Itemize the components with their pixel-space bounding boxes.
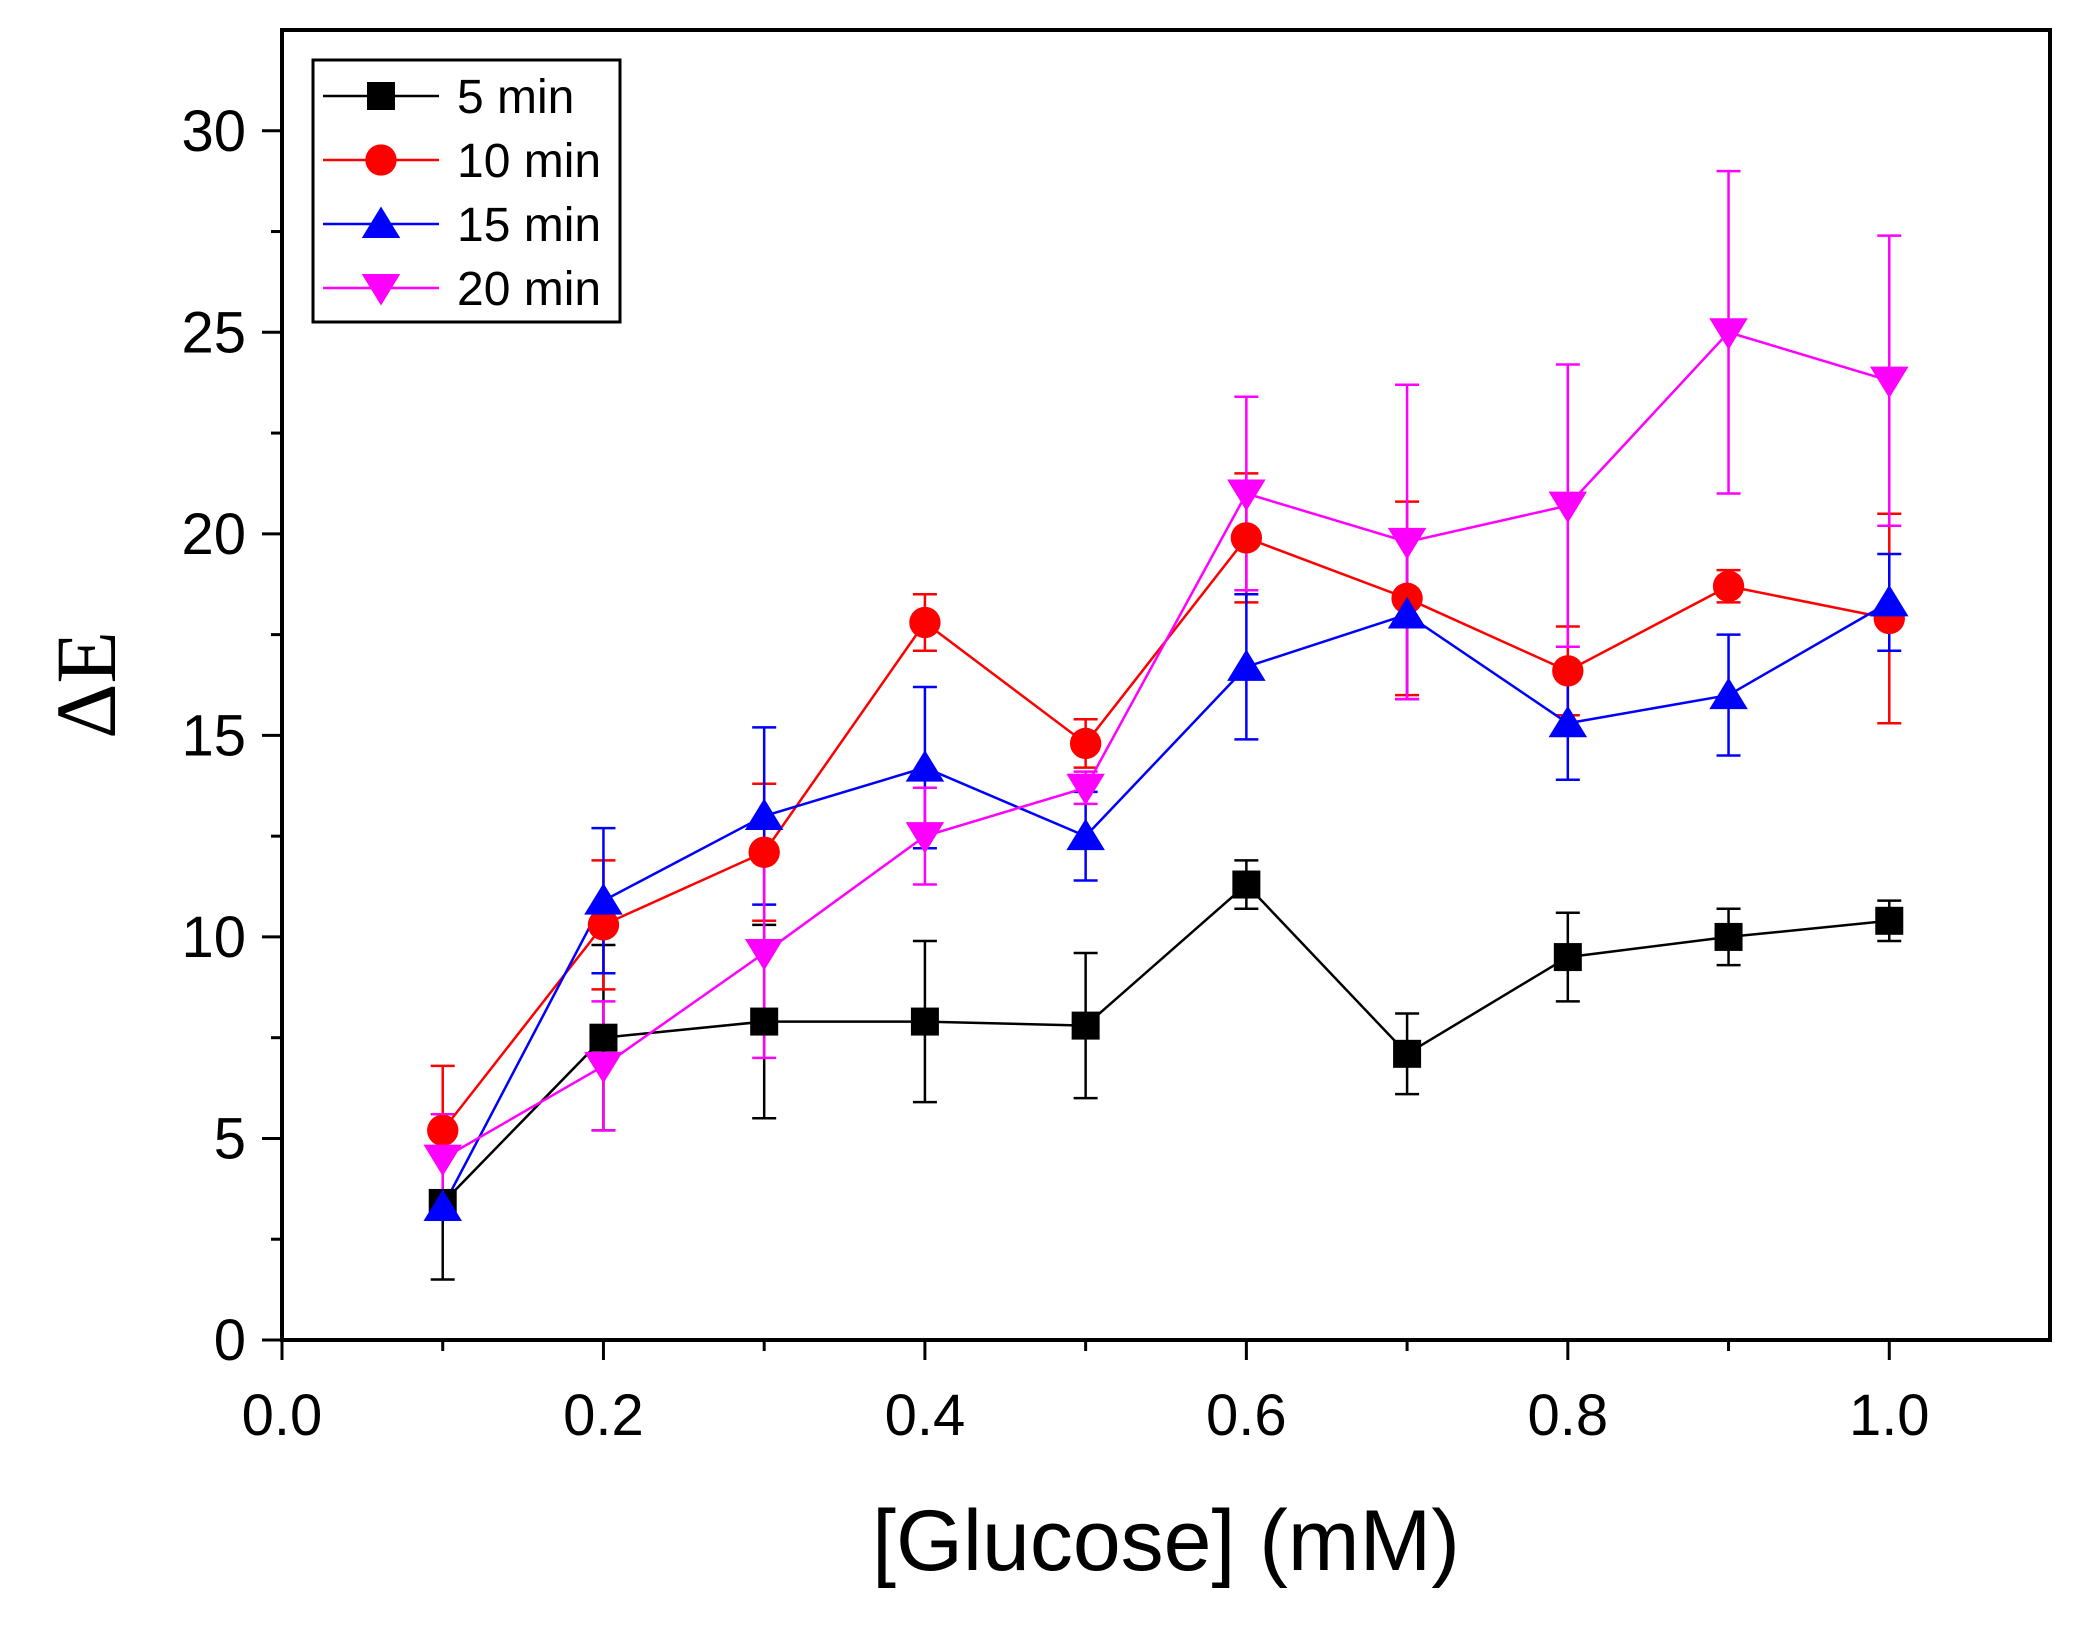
y-tick-label: 20 bbox=[181, 502, 246, 567]
legend: 5 min 10 min 15 min 20 min bbox=[311, 58, 622, 324]
data-point-20-min bbox=[1709, 318, 1748, 350]
y-axis-title: ΔE bbox=[38, 631, 134, 739]
y-tick-label: 25 bbox=[181, 300, 246, 365]
data-point-5-min bbox=[1071, 1011, 1100, 1040]
data-point-20-min bbox=[1066, 773, 1105, 806]
data-point-15-min bbox=[1870, 584, 1909, 617]
x-axis-title: [Glucose] (mM) bbox=[872, 1493, 1460, 1589]
x-tick-label: 0.0 bbox=[242, 1383, 323, 1448]
data-point-20-min bbox=[423, 1144, 462, 1177]
series-line-10-min bbox=[441, 536, 1890, 1132]
legend-marker-10-min bbox=[365, 144, 397, 176]
data-point-10-min bbox=[587, 909, 620, 941]
legend-marker-15-min bbox=[361, 206, 401, 238]
error-bars bbox=[430, 169, 1902, 1281]
data-point-20-min bbox=[1227, 479, 1266, 512]
legend-label-5-min: 5 min bbox=[457, 71, 574, 124]
data-point-15-min bbox=[744, 798, 784, 830]
data-point-5-min bbox=[1875, 906, 1904, 935]
data-point-15-min bbox=[1227, 649, 1266, 681]
y-tick-label: 15 bbox=[181, 703, 246, 768]
data-point-5-min bbox=[1393, 1039, 1422, 1068]
data-point-20-min bbox=[1387, 527, 1427, 560]
data-point-5-min bbox=[910, 1007, 939, 1036]
legend-marker-5-min bbox=[367, 82, 395, 110]
x-tick-label: 0.8 bbox=[1527, 1383, 1608, 1448]
series-lines bbox=[441, 330, 1890, 1208]
series-line-5-min bbox=[441, 882, 1890, 1204]
data-point-20-min bbox=[1870, 366, 1909, 399]
data-point-20-min bbox=[744, 939, 784, 971]
y-tick-label: 10 bbox=[181, 905, 246, 970]
data-point-10-min bbox=[909, 606, 941, 639]
y-tick-label: 30 bbox=[181, 99, 246, 164]
data-point-20-min bbox=[905, 822, 945, 854]
data-point-10-min bbox=[748, 836, 780, 868]
data-point-10-min bbox=[1712, 570, 1745, 602]
data-point-15-min bbox=[1709, 677, 1748, 710]
data-point-15-min bbox=[584, 883, 623, 915]
data-point-10-min bbox=[1230, 522, 1263, 554]
data-point-15-min bbox=[1548, 705, 1588, 738]
x-tick-label: 0.4 bbox=[885, 1383, 966, 1448]
data-point-20-min bbox=[1548, 491, 1588, 524]
x-axis-ticks: 0.0 0.2 0.4 0.6 0.8 1.0 bbox=[242, 1340, 1930, 1448]
legend-label-20-min: 20 min bbox=[457, 263, 601, 316]
data-point-5-min bbox=[1553, 943, 1582, 972]
y-axis-ticks: 0 5 10 15 20 25 30 bbox=[181, 99, 282, 1373]
series-markers bbox=[423, 318, 1909, 1221]
x-tick-label: 1.0 bbox=[1849, 1383, 1930, 1448]
data-point-5-min bbox=[1232, 870, 1261, 899]
y-tick-label: 0 bbox=[214, 1308, 246, 1373]
x-tick-label: 0.2 bbox=[563, 1383, 644, 1448]
data-point-10-min bbox=[1069, 727, 1102, 760]
series-line-20-min bbox=[442, 330, 1890, 1160]
x-tick-label: 0.6 bbox=[1206, 1383, 1287, 1448]
legend-box bbox=[311, 58, 622, 324]
data-point-15-min bbox=[423, 1189, 462, 1221]
legend-label-10-min: 10 min bbox=[457, 135, 601, 188]
data-point-20-min bbox=[584, 1051, 623, 1084]
data-point-5-min bbox=[589, 1023, 618, 1052]
legend-label-15-min: 15 min bbox=[457, 199, 601, 252]
legend-marker-20-min bbox=[361, 274, 401, 306]
data-point-15-min bbox=[905, 750, 945, 782]
series-line-15-min bbox=[441, 601, 1890, 1208]
data-point-15-min bbox=[1066, 818, 1105, 851]
plot-area-frame bbox=[280, 28, 2052, 1342]
data-point-5-min bbox=[1714, 922, 1743, 951]
data-point-10-min bbox=[427, 1114, 459, 1147]
data-point-5-min bbox=[750, 1007, 779, 1036]
data-point-10-min bbox=[1552, 655, 1584, 687]
y-tick-label: 5 bbox=[214, 1106, 246, 1171]
data-point-15-min bbox=[1387, 596, 1427, 629]
